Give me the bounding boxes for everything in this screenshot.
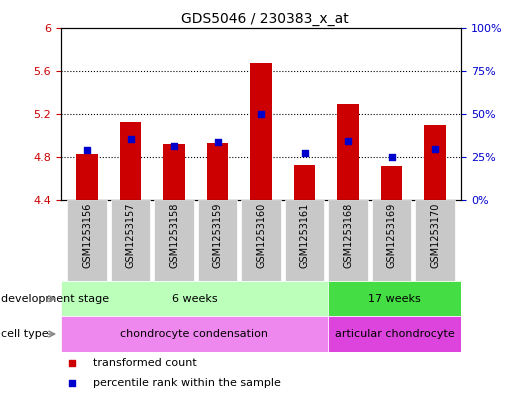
Text: 17 weeks: 17 weeks xyxy=(368,294,421,304)
Text: GSM1253158: GSM1253158 xyxy=(169,203,179,268)
Bar xyxy=(285,200,324,281)
Bar xyxy=(111,200,150,281)
Bar xyxy=(61,281,328,316)
Point xyxy=(67,380,76,386)
Text: chondrocyte condensation: chondrocyte condensation xyxy=(120,329,268,339)
Text: GSM1253159: GSM1253159 xyxy=(213,203,223,268)
Text: articular chondrocyte: articular chondrocyte xyxy=(334,329,454,339)
Bar xyxy=(328,316,461,352)
Text: development stage: development stage xyxy=(1,294,109,304)
Text: GSM1253156: GSM1253156 xyxy=(82,203,92,268)
Text: cell type: cell type xyxy=(1,329,49,339)
Text: percentile rank within the sample: percentile rank within the sample xyxy=(93,378,280,387)
Text: transformed count: transformed count xyxy=(93,358,197,368)
Bar xyxy=(120,121,142,200)
Bar xyxy=(329,200,368,281)
Bar xyxy=(424,125,446,200)
Bar xyxy=(250,63,272,200)
Bar xyxy=(61,316,328,352)
Text: GSM1253170: GSM1253170 xyxy=(430,203,440,268)
Text: 6 weeks: 6 weeks xyxy=(172,294,217,304)
Point xyxy=(213,139,222,145)
Text: GDS5046 / 230383_x_at: GDS5046 / 230383_x_at xyxy=(181,12,349,26)
Point xyxy=(344,138,352,144)
Bar xyxy=(67,200,107,281)
Point xyxy=(387,154,396,160)
Point xyxy=(67,360,76,366)
Point xyxy=(126,136,135,142)
Bar xyxy=(154,200,193,281)
Bar xyxy=(163,144,185,200)
Point xyxy=(431,145,439,152)
Bar xyxy=(207,143,228,200)
Bar xyxy=(294,165,315,200)
Text: GSM1253160: GSM1253160 xyxy=(256,203,266,268)
Bar xyxy=(372,200,411,281)
Bar xyxy=(242,200,280,281)
Text: GSM1253169: GSM1253169 xyxy=(386,203,396,268)
Bar xyxy=(198,200,237,281)
Bar xyxy=(76,154,98,200)
Bar xyxy=(328,281,461,316)
Point xyxy=(170,143,178,150)
Bar xyxy=(381,166,402,200)
Text: GSM1253161: GSM1253161 xyxy=(299,203,310,268)
Bar xyxy=(416,200,455,281)
Point xyxy=(301,150,309,156)
Text: GSM1253157: GSM1253157 xyxy=(126,203,136,268)
Point xyxy=(257,111,266,117)
Bar xyxy=(337,104,359,200)
Point xyxy=(83,147,91,153)
Text: GSM1253168: GSM1253168 xyxy=(343,203,353,268)
